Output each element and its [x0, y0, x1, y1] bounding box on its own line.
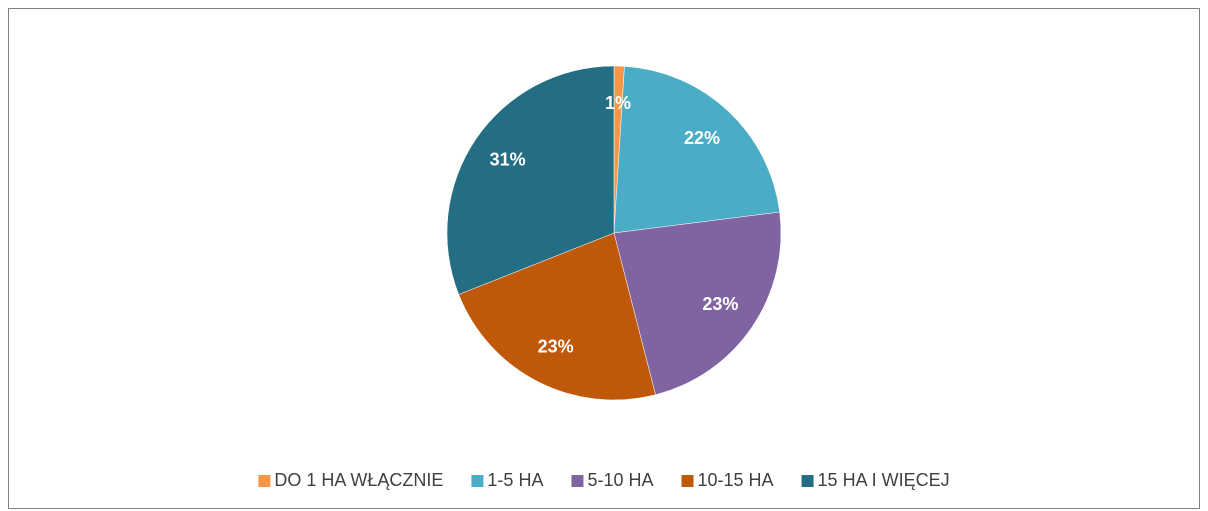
data-label: 23% [702, 294, 738, 314]
pie-slice [613, 66, 780, 234]
legend-swatch [801, 475, 814, 487]
data-label: 23% [538, 336, 574, 356]
legend-label: 1-5 HA [487, 470, 543, 490]
pie-slice [613, 211, 782, 396]
legend-swatch [681, 475, 694, 487]
data-label: 22% [684, 128, 720, 148]
legend-label: 5-10 HA [587, 470, 653, 490]
legend-swatch [471, 475, 484, 487]
pie-slice [446, 65, 615, 295]
pie-slice [458, 232, 656, 401]
legend-swatch [258, 475, 271, 487]
legend-label: 10-15 HA [698, 470, 774, 490]
legend-swatch [571, 475, 584, 487]
data-label: 1% [605, 93, 631, 113]
legend-label: 15 HA I WIĘCEJ [818, 470, 950, 490]
data-label: 31% [490, 149, 526, 169]
legend-label: DO 1 HA WŁĄCZNIE [274, 470, 443, 490]
